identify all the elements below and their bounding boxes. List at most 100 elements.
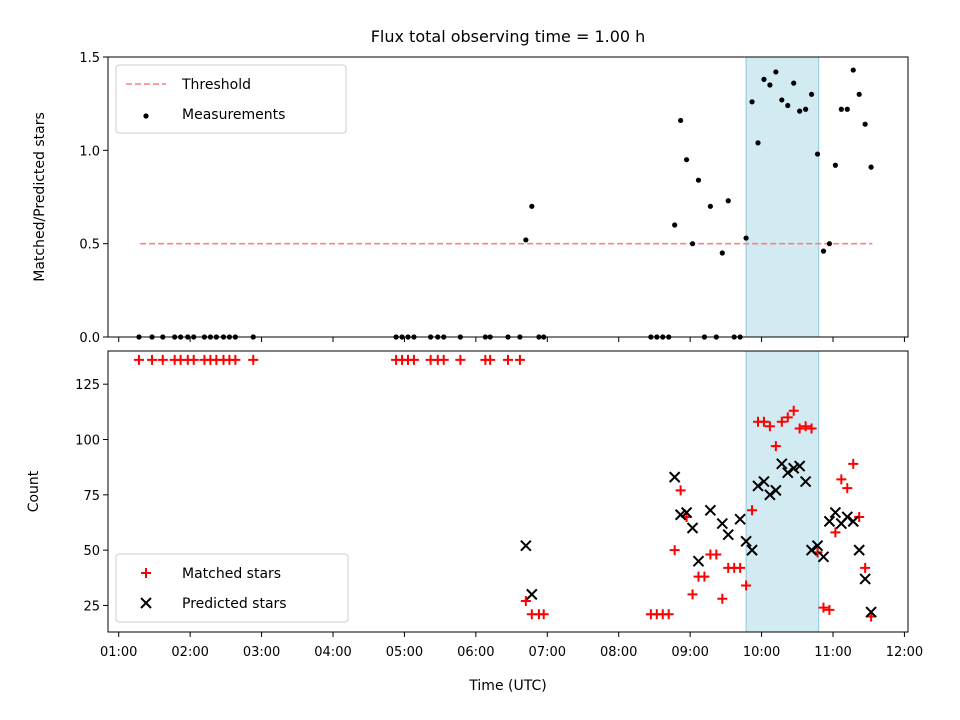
- matched-star-point: [699, 571, 710, 582]
- measurement-point: [844, 106, 850, 112]
- xtick-label: 02:00: [171, 645, 208, 660]
- xtick-label: 04:00: [314, 645, 351, 660]
- xtick-label: 03:00: [243, 645, 280, 660]
- predicted-star-point: [668, 471, 681, 483]
- ratio-ylabel: Matched/Predicted stars: [32, 112, 48, 282]
- xtick-label: 08:00: [600, 645, 637, 660]
- measurement-point: [678, 117, 684, 124]
- predicted-star-point: [788, 462, 800, 474]
- predicted-star-point: [859, 573, 871, 585]
- predicted-star-point: [722, 528, 734, 541]
- matched-star-point: [133, 354, 144, 365]
- count-legend-box: [115, 553, 349, 623]
- predicted-star-point: [841, 511, 853, 523]
- predicted-star-point: [847, 515, 859, 528]
- predicted-star-point: [692, 555, 705, 567]
- measurement-point: [689, 241, 696, 247]
- matched-star-point: [188, 354, 199, 365]
- predicted-star-point: [680, 506, 693, 519]
- matched-star-point: [503, 354, 513, 365]
- matched-star-point: [717, 593, 728, 604]
- measurement-point: [826, 241, 833, 247]
- predicted-star-point: [811, 540, 824, 552]
- measurement-point: [868, 164, 874, 170]
- legend-label: Matched stars: [182, 566, 281, 582]
- measurement-point: [838, 106, 844, 112]
- legend-label: Measurements: [182, 107, 285, 123]
- matched-star-point: [747, 505, 758, 516]
- matched-star-point: [794, 423, 805, 434]
- legend-label: Predicted stars: [182, 596, 287, 612]
- matched-star-point: [735, 562, 746, 573]
- matched-star-point: [147, 354, 158, 365]
- matched-star-point: [438, 354, 449, 365]
- ratio-axes-frame: [107, 56, 909, 338]
- matched-star-point: [782, 412, 793, 423]
- predicted-star-point: [770, 484, 782, 497]
- measurement-point: [808, 91, 815, 97]
- matched-star-point: [669, 545, 680, 556]
- predicted-star-point: [716, 517, 728, 530]
- count-ytick-label: 75: [83, 489, 100, 504]
- ratio-ytick-label: 0.5: [79, 238, 100, 253]
- matched-star-point: [842, 483, 853, 494]
- ratio-ytick-label: 0.0: [79, 331, 100, 346]
- measurement-point: [755, 140, 761, 146]
- predicted-star-point: [674, 509, 687, 521]
- predicted-star-point: [793, 460, 806, 472]
- xtick-label: 11:00: [814, 645, 851, 660]
- matched-star-point: [836, 474, 847, 485]
- measurement-point: [707, 203, 713, 209]
- count-axes-frame: [107, 350, 909, 633]
- matched-star-point: [248, 354, 259, 365]
- predicted-star-point: [764, 489, 776, 501]
- ratio-highlight-span: [745, 56, 820, 338]
- measurement-point: [862, 121, 868, 127]
- predicted-star-point: [776, 458, 788, 470]
- xtick-label: 05:00: [386, 645, 423, 660]
- predicted-star-point: [758, 475, 770, 488]
- matched-star-point: [800, 421, 811, 432]
- measurement-point: [523, 237, 529, 243]
- count-ylabel: Count: [26, 470, 42, 512]
- measurement-point: [779, 97, 785, 103]
- predicted-star-point: [526, 588, 538, 601]
- xlabel: Time (UTC): [468, 678, 546, 694]
- measurement-point: [695, 177, 702, 183]
- measurement-point: [797, 108, 803, 114]
- predicted-star-point: [799, 475, 812, 488]
- matched-star-point: [455, 354, 466, 365]
- count-highlight-span: [745, 350, 820, 633]
- matched-star-point: [485, 354, 496, 365]
- predicted-star-point: [746, 544, 758, 556]
- predicted-star-point: [817, 551, 830, 563]
- matched-star-point: [514, 354, 525, 365]
- predicted-star-point: [853, 544, 865, 556]
- measurement-point: [749, 99, 755, 105]
- measurement-point: [850, 67, 856, 73]
- matched-star-point: [663, 609, 674, 620]
- measurement-point: [856, 91, 862, 97]
- predicted-star-point: [686, 522, 699, 534]
- measurement-point: [820, 248, 827, 254]
- ratio-legend-box: [115, 64, 347, 134]
- matched-star-point: [758, 416, 769, 427]
- matched-star-point: [408, 354, 419, 365]
- matched-star-point: [854, 511, 865, 522]
- matched-star-point: [860, 562, 871, 573]
- predicted-star-point: [865, 606, 877, 618]
- count-ytick-label: 50: [83, 544, 100, 559]
- count-ytick-label: 125: [75, 378, 100, 393]
- matched-star-point: [520, 596, 531, 607]
- measurement-point: [529, 203, 535, 209]
- measurement-point: [803, 106, 809, 112]
- predicted-star-point: [520, 540, 532, 552]
- matched-star-point: [230, 354, 241, 365]
- predicted-star-point: [704, 504, 717, 517]
- measurement-point: [785, 102, 791, 109]
- matched-star-point: [806, 423, 817, 434]
- xtick-label: 01:00: [100, 645, 137, 660]
- measurement-point: [761, 76, 767, 82]
- matched-star-point: [538, 609, 549, 620]
